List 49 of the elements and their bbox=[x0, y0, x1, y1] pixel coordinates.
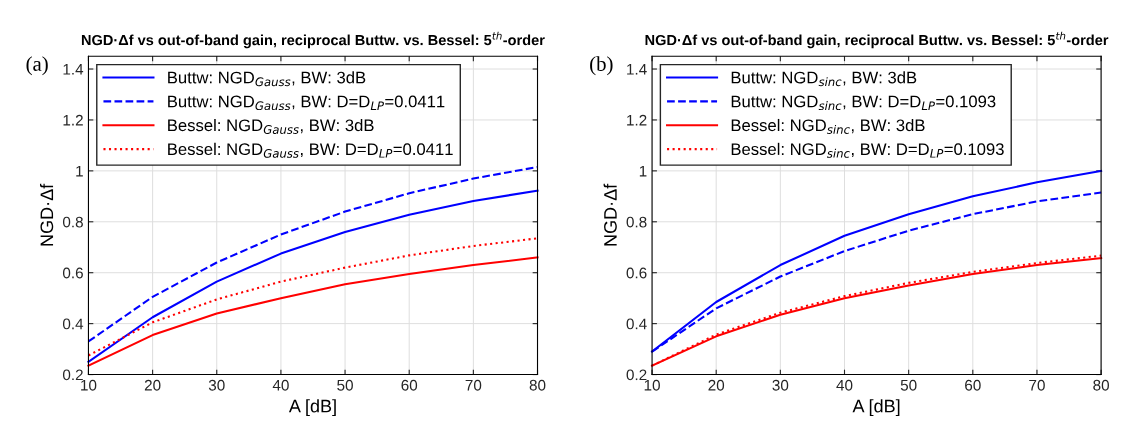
y-tick-label: 0.6 bbox=[62, 267, 83, 279]
line-series bbox=[87, 237, 539, 357]
x-axis-title: A [dB] bbox=[852, 399, 900, 417]
chart-title: NGD·Δf vs out-of-band gain, reciprocal Buttw. vs. Bessel: 5$^{th}$-order bbox=[81, 31, 545, 49]
text: (b) bbox=[590, 56, 613, 76]
y-tick-label: 1 bbox=[76, 165, 83, 177]
x-tick-label: 80 bbox=[529, 379, 546, 391]
x-tick-label: 40 bbox=[836, 379, 853, 391]
legend-label: Bessel: NGD$_{Gauss}$, BW: 3dB bbox=[168, 118, 374, 134]
x-tick-label: 80 bbox=[1093, 379, 1110, 391]
line-series bbox=[87, 256, 539, 367]
x-tick-label: 30 bbox=[208, 379, 225, 391]
x-tick-label: 70 bbox=[1029, 379, 1045, 391]
legend-label: Buttw: NGD$_{Gauss}$, BW: D=D$_{LP}$=0.0411 bbox=[168, 95, 445, 111]
x-tick-label: 20 bbox=[708, 379, 725, 391]
x-tick-label: 70 bbox=[465, 379, 482, 391]
y-tick-label: 0.2 bbox=[626, 369, 647, 381]
y-tick-label: 1.4 bbox=[627, 64, 647, 75]
y-tick-label: 0.4 bbox=[62, 318, 84, 330]
y-tick-label: 1 bbox=[639, 165, 647, 177]
x-axis-title: A [dB] bbox=[288, 399, 336, 417]
y-tick-label: 1.2 bbox=[63, 114, 83, 126]
legend-label: Bessel: NGD$_{Gauss}$, BW: D=D$_{LP}$=0.0411 bbox=[168, 142, 453, 158]
text: (a) bbox=[26, 56, 48, 76]
y-tick-label: 1.4 bbox=[63, 64, 84, 75]
y-axis-title: NGD·Δf bbox=[39, 183, 54, 246]
x-tick-label: 60 bbox=[401, 379, 418, 391]
legend-label: Buttw: NGD$_{sinc}$, BW: 3dB bbox=[731, 71, 917, 87]
y-tick-label: 0.4 bbox=[626, 318, 647, 330]
x-tick-label: 60 bbox=[965, 379, 981, 391]
x-tick-label: 10 bbox=[644, 379, 660, 391]
x-tick-label: 50 bbox=[337, 379, 353, 391]
legend-label: Bessel: NGD$_{sinc}$, BW: 3dB bbox=[731, 118, 925, 134]
line-series bbox=[87, 189, 539, 363]
legend-label: Buttw: NGD$_{Gauss}$, BW: 3dB bbox=[168, 71, 366, 87]
x-tick-label: 10 bbox=[81, 379, 97, 391]
y-tick-label: 0.8 bbox=[626, 216, 647, 228]
y-tick-label: 0.8 bbox=[62, 216, 83, 228]
y-tick-label: 1.2 bbox=[627, 114, 647, 126]
legend-label: Bessel: NGD$_{sinc}$, BW: D=D$_{LP}$=0.1093 bbox=[731, 142, 1004, 158]
chart-title: NGD·Δf vs out-of-band gain, reciprocal Buttw. vs. Bessel: 5$^{th}$-order bbox=[645, 31, 1109, 49]
legend-label: Buttw: NGD$_{sinc}$, BW: D=D$_{LP}$=0.1093 bbox=[731, 95, 996, 111]
x-tick-label: 20 bbox=[144, 379, 161, 391]
x-tick-label: 50 bbox=[900, 379, 917, 391]
x-tick-label: 40 bbox=[272, 379, 289, 391]
y-tick-label: 0.6 bbox=[626, 267, 647, 279]
y-tick-label: 0.2 bbox=[62, 369, 83, 381]
x-tick-label: 30 bbox=[772, 379, 789, 391]
y-axis-title: NGD·Δf bbox=[603, 183, 617, 246]
